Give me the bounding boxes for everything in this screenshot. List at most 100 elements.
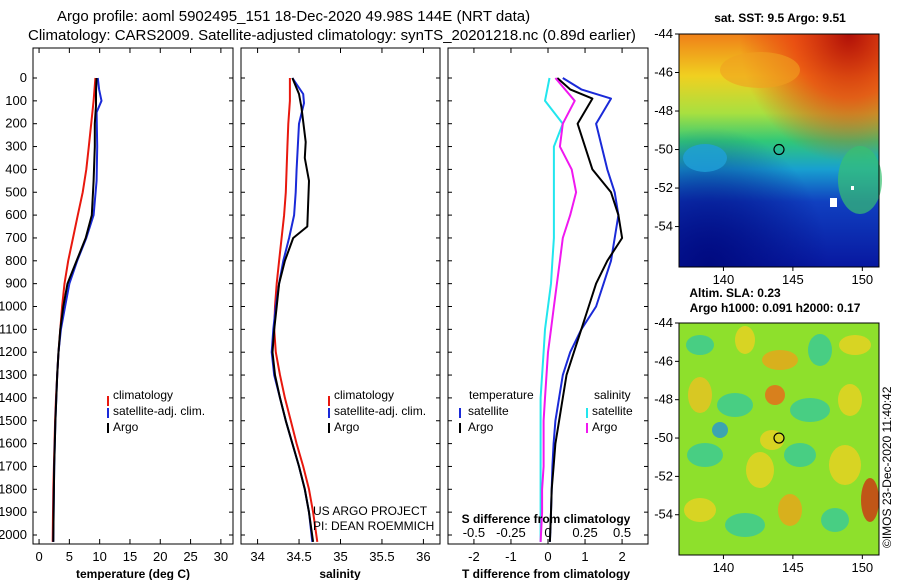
legend-temperature-title: temperature [469, 388, 534, 402]
difference-x-ticks: -2 -1 0 1 2 [468, 48, 626, 564]
legend-t-argo: Argo [468, 420, 494, 434]
lat-tick-label: -48 [654, 103, 673, 118]
s-diff-tick-label: -0.25 [496, 525, 526, 540]
sla-anomaly-blobs [684, 326, 879, 537]
sla-anomaly [784, 443, 816, 467]
sla-anomaly [778, 494, 802, 526]
series-line-argo [271, 77, 315, 543]
depth-tick-label: 1900 [0, 504, 27, 519]
sst-missing-data [851, 186, 854, 190]
lon-tick-label: 140 [713, 272, 735, 287]
lat-tick-label: -44 [654, 315, 673, 330]
sla-anomaly [746, 452, 774, 488]
legend-satellite: satellite-adj. clim. [113, 404, 205, 418]
depth-tick-label: 1300 [0, 367, 27, 382]
depth-tick-label: 1800 [0, 481, 27, 496]
salinity-difference-ticks: -0.5 -0.25 0 0.25 0.5 [463, 525, 631, 540]
sla-anomaly [762, 350, 798, 370]
sst-lon-ticks: 140 145 150 [713, 267, 873, 287]
x-tick-label: 0 [544, 549, 551, 564]
sst-map [678, 33, 882, 268]
depth-tick-label: 1700 [0, 458, 27, 473]
sst-map-title: sat. SST: 9.5 Argo: 9.51 [714, 11, 846, 25]
lat-tick-label: -54 [654, 507, 673, 522]
salinity-xlabel: salinity [319, 567, 361, 580]
series-line-argo [52, 77, 98, 542]
lat-tick-label: -46 [654, 65, 673, 80]
depth-tick-label: 100 [5, 93, 27, 108]
x-tick-label: 1 [581, 549, 588, 564]
lat-tick-label: -48 [654, 392, 673, 407]
float-position-marker [773, 143, 785, 156]
depth-tick-label: 300 [5, 139, 27, 154]
temperature-series [51, 77, 103, 542]
temperature-x-ticks: 0 5 10 15 20 25 30 [35, 48, 228, 564]
x-tick-label: 25 [183, 549, 197, 564]
sla-anomaly [808, 334, 832, 366]
lat-tick-label: -54 [654, 219, 673, 234]
x-tick-label: 5 [66, 549, 73, 564]
depth-tick-label: 200 [5, 116, 27, 131]
lon-tick-label: 145 [782, 560, 804, 575]
sla-lon-ticks: 140 145 150 [713, 555, 873, 575]
x-tick-label: 36 [416, 549, 430, 564]
sla-lat-ticks: -44 -46 -48 -50 -52 -54 [654, 315, 679, 522]
series-line-salinity-satellite [539, 77, 564, 542]
sla-anomaly [821, 508, 849, 532]
salinity-series [270, 77, 319, 543]
depth-tick-label: 1400 [0, 390, 27, 405]
sla-anomaly [717, 393, 753, 417]
sla-anomaly [686, 335, 714, 355]
legend-t-satellite: satellite [468, 404, 509, 418]
float-position-marker [773, 432, 785, 444]
x-tick-label: 30 [214, 549, 228, 564]
s-diff-tick-label: 0 [544, 525, 551, 540]
lat-tick-label: -50 [654, 142, 673, 157]
lat-tick-label: -52 [654, 468, 673, 483]
s-diff-tick-label: -0.5 [463, 525, 485, 540]
legend-s-argo: Argo [592, 420, 618, 434]
legend-climatology: climatology [113, 388, 173, 402]
salinity-difference-label: S difference from climatology [462, 512, 631, 526]
us-argo-label: US ARGO PROJECT [313, 504, 428, 518]
legend-climatology: climatology [334, 388, 394, 402]
difference-series [539, 77, 624, 542]
sst-missing-data [830, 198, 837, 207]
sla-anomaly [684, 498, 716, 522]
depth-tick-label: 800 [5, 253, 27, 268]
salinity-x-ticks: 34 34.5 35 35.5 36 [250, 48, 431, 564]
sst-map-frame [678, 33, 880, 268]
s-diff-tick-label: 0.25 [572, 525, 597, 540]
depth-tick-label: 400 [5, 161, 27, 176]
sst-eddy [838, 146, 882, 214]
x-tick-label: 35 [333, 549, 347, 564]
x-tick-label: -1 [505, 549, 517, 564]
difference-xlabel: T difference from climatology [462, 567, 630, 580]
figure-title-line2: Climatology: CARS2009. Satellite-adjuste… [28, 27, 636, 44]
legend-argo: Argo [113, 420, 139, 434]
temperature-xlabel: temperature (deg C) [76, 567, 190, 580]
series-line-salinity-argo [539, 77, 578, 542]
imos-credit: ©IMOS 23-Dec-2020 11:40:42 [880, 386, 894, 548]
difference-legend: temperature salinity satellite Argo sate… [459, 388, 633, 434]
depth-tick-label: 2000 [0, 527, 27, 542]
depth-tick-label: 500 [5, 184, 27, 199]
x-tick-label: 34 [250, 549, 264, 564]
depth-tick-label: 600 [5, 207, 27, 222]
sla-map-frame [678, 322, 880, 556]
sla-anomaly [687, 443, 723, 467]
sst-lat-ticks: -44 -46 -48 -50 -52 -54 [654, 26, 679, 234]
x-tick-label: 15 [123, 549, 137, 564]
depth-tick-label: 1100 [0, 321, 27, 336]
s-diff-tick-label: 0.5 [613, 525, 631, 540]
sst-warm-patch [720, 52, 800, 88]
x-tick-label: 34.5 [286, 549, 311, 564]
legend-satellite: satellite-adj. clim. [334, 404, 426, 418]
lat-tick-label: -50 [654, 430, 673, 445]
difference-panel [447, 47, 649, 545]
sla-anomaly [838, 384, 862, 416]
series-line-temperature-argo [548, 77, 624, 542]
x-tick-label: 2 [618, 549, 625, 564]
x-tick-label: 35.5 [369, 549, 394, 564]
